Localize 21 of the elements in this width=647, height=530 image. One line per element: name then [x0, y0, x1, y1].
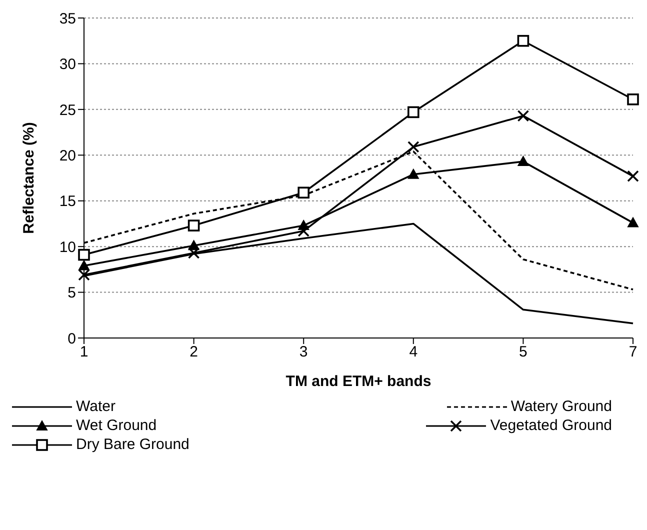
x-tick-label: 1 — [80, 344, 88, 361]
y-tick-label: 35 — [59, 10, 76, 28]
x-tick-label: 4 — [409, 344, 418, 361]
x-tick-label: 3 — [299, 344, 308, 361]
legend-label: Wet Ground — [76, 417, 157, 434]
y-tick-label: 25 — [59, 102, 76, 119]
y-tick-label: 15 — [59, 193, 76, 210]
legend-label: Watery Ground — [510, 398, 612, 415]
y-tick-label: 10 — [59, 238, 76, 256]
x-tick-label: 7 — [628, 344, 638, 361]
y-axis-title: Reflectance (%) — [20, 122, 38, 234]
y-tick-label: 30 — [59, 56, 76, 74]
legend-label: Dry Bare Ground — [76, 436, 190, 453]
x-tick-label: 2 — [190, 344, 198, 361]
legend-label: Water — [76, 398, 116, 415]
y-tick-label: 20 — [59, 147, 76, 164]
x-tick-label: 5 — [519, 344, 528, 361]
y-tick-label: 0 — [68, 330, 76, 348]
x-axis-title: TM and ETM+ bands — [286, 373, 432, 390]
legend-label: Vegetated Ground — [490, 417, 612, 434]
y-tick-label: 5 — [68, 284, 76, 302]
